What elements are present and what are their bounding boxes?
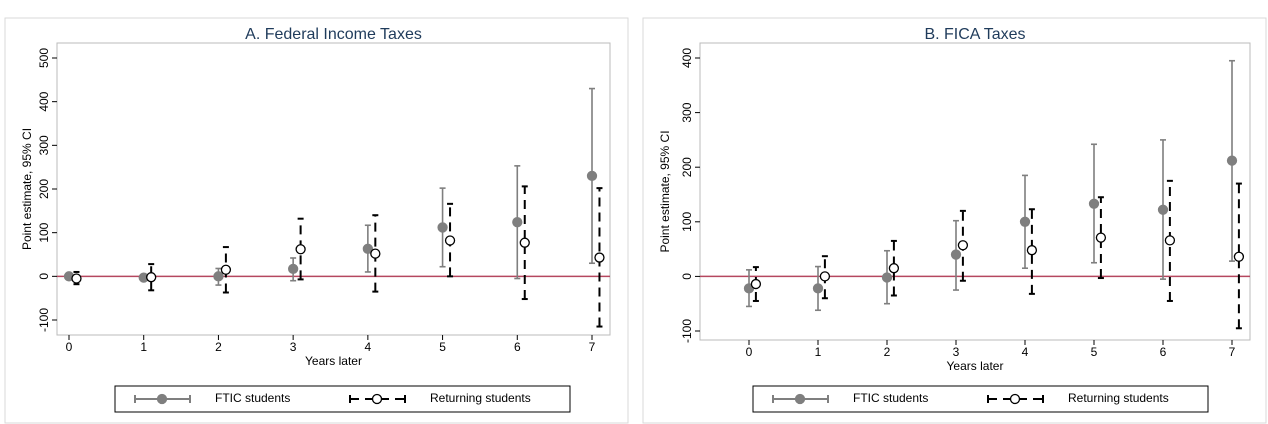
point xyxy=(437,222,448,233)
panel-frame xyxy=(4,17,629,424)
x-tick-label: 5 xyxy=(1091,345,1098,359)
point xyxy=(512,217,523,228)
legend-label: FTIC students xyxy=(853,391,928,405)
y-tick-label: 400 xyxy=(680,48,694,68)
y-tick-label: 300 xyxy=(37,135,51,155)
point xyxy=(750,278,762,290)
y-tick-label: 300 xyxy=(680,102,694,122)
legend-marker xyxy=(1009,393,1021,405)
point xyxy=(220,264,232,275)
y-tick-label: 0 xyxy=(37,273,51,280)
point xyxy=(1233,251,1245,262)
point xyxy=(146,272,157,283)
point xyxy=(888,263,900,274)
x-tick-label: 3 xyxy=(953,345,960,359)
point xyxy=(213,271,224,282)
x-axis-label: Years later xyxy=(947,359,1004,373)
point xyxy=(586,170,598,182)
y-axis-label: Point estimate, 95% CI xyxy=(658,130,672,252)
x-tick-label: 4 xyxy=(365,340,372,354)
y-tick-label: -100 xyxy=(680,319,694,343)
y-tick-label: 100 xyxy=(37,222,51,242)
y-tick-label: -100 xyxy=(37,308,51,332)
x-tick-label: 5 xyxy=(439,340,446,354)
legend-marker xyxy=(371,393,383,405)
point xyxy=(519,237,530,248)
point xyxy=(1157,204,1169,215)
x-tick-label: 1 xyxy=(140,340,147,354)
x-tick-label: 0 xyxy=(746,345,753,359)
chart-title: B. FICA Taxes xyxy=(924,26,1025,43)
point xyxy=(295,244,306,255)
legend-label: FTIC students xyxy=(215,391,290,405)
point xyxy=(444,235,456,246)
point xyxy=(812,283,824,294)
point xyxy=(362,243,374,254)
x-tick-label: 3 xyxy=(290,340,297,354)
x-tick-label: 0 xyxy=(66,340,73,354)
point xyxy=(287,263,299,275)
x-tick-label: 2 xyxy=(215,340,222,354)
point xyxy=(957,240,969,251)
x-tick-label: 7 xyxy=(1229,345,1236,359)
legend-marker xyxy=(794,393,806,405)
point xyxy=(1019,216,1031,227)
point xyxy=(594,252,605,263)
y-tick-label: 0 xyxy=(680,273,694,280)
plot-area xyxy=(699,42,1251,341)
y-tick-label: 500 xyxy=(37,48,51,68)
legend-label: Returning students xyxy=(430,391,531,405)
chart-title: A. Federal Income Taxes xyxy=(245,26,422,43)
point xyxy=(950,249,962,260)
x-axis-label: Years later xyxy=(305,354,362,368)
point xyxy=(370,248,381,259)
panel-frame xyxy=(642,17,1267,424)
y-axis-label: Point estimate, 95% CI xyxy=(20,128,34,250)
x-tick-label: 2 xyxy=(884,345,891,359)
legend-label: Returning students xyxy=(1068,391,1169,405)
x-tick-label: 6 xyxy=(1160,345,1167,359)
x-tick-label: 1 xyxy=(815,345,822,359)
point xyxy=(1088,198,1100,209)
plot-area xyxy=(56,42,611,336)
y-tick-label: 100 xyxy=(680,211,694,231)
point xyxy=(881,272,893,283)
y-tick-label: 200 xyxy=(680,157,694,177)
y-tick-label: 200 xyxy=(37,179,51,199)
x-tick-label: 6 xyxy=(514,340,521,354)
point xyxy=(1226,155,1238,166)
legend-marker xyxy=(156,393,168,405)
point xyxy=(1026,245,1038,256)
point xyxy=(71,273,82,284)
y-tick-label: 400 xyxy=(37,91,51,111)
x-tick-label: 7 xyxy=(589,340,596,354)
point xyxy=(819,271,831,282)
point xyxy=(1095,232,1107,243)
point xyxy=(1164,235,1176,246)
x-tick-label: 4 xyxy=(1022,345,1029,359)
